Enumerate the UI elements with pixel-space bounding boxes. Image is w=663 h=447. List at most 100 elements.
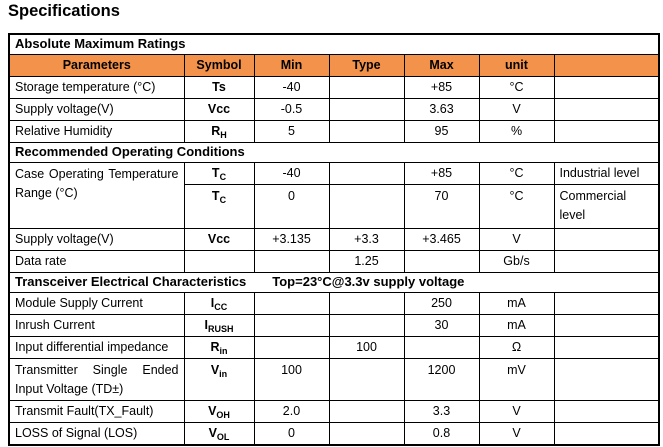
note-cell: [553, 313, 660, 337]
symbol-subscript: C: [219, 194, 227, 205]
column-header-notes: [553, 53, 660, 77]
type-cell: 1.25: [328, 249, 405, 273]
note-line2: level: [559, 207, 586, 222]
symbol-cell: VOL: [183, 421, 255, 446]
symbol-cell: [183, 249, 255, 273]
column-header-type: Type: [328, 53, 405, 77]
min-cell: [253, 335, 330, 359]
table-row: Module Supply Current ICC 250 mA: [8, 291, 660, 315]
note-line1: Commercial: [559, 188, 627, 203]
max-cell: 250: [403, 291, 480, 315]
min-cell: [253, 291, 330, 315]
table-row: Relative Humidity RH 5 95 %: [8, 119, 660, 143]
max-cell: 3.3: [403, 399, 480, 423]
type-cell: [328, 399, 405, 423]
unit-cell: %: [478, 119, 555, 143]
table-row: LOSS of Signal (LOS) VOL 0 0.8 V: [8, 421, 660, 446]
note-cell: [553, 399, 660, 423]
max-cell: 1200: [403, 357, 480, 401]
note-cell: Commercial level: [553, 183, 660, 229]
column-header-max: Max: [403, 53, 480, 77]
table-row: Data rate 1.25 Gb/s: [8, 249, 660, 273]
min-cell: [253, 313, 330, 337]
unit-cell: mA: [478, 313, 555, 337]
specifications-table: Absolute Maximum Ratings Parameters Symb…: [8, 33, 661, 446]
symbol-base: T: [211, 188, 220, 203]
unit-cell: °C: [478, 183, 555, 229]
param-cell: Case Operating Temperature Range (°C): [8, 161, 185, 229]
section-row-absolute-maximum-ratings: Absolute Maximum Ratings: [8, 33, 660, 55]
unit-cell: °C: [478, 161, 555, 185]
type-cell: [328, 183, 405, 229]
type-cell: 100: [328, 335, 405, 359]
param-cell: Supply voltage(V): [8, 227, 185, 251]
min-cell: -40: [253, 75, 330, 99]
min-cell: 5: [253, 119, 330, 143]
symbol-base: V: [208, 425, 217, 440]
symbol-cell: TC: [183, 183, 255, 229]
symbol-base: V: [210, 362, 220, 377]
note-cell: [553, 75, 660, 99]
column-header-symbol: Symbol: [183, 53, 255, 77]
section-title: Recommended Operating Conditions: [8, 141, 660, 163]
param-cell: Input differential impedance: [8, 335, 185, 359]
symbol-cell: Rin: [183, 335, 255, 359]
max-cell: [403, 249, 480, 273]
column-header-unit: unit: [478, 53, 555, 77]
param-line2: Input Voltage (TD±): [15, 381, 124, 396]
symbol-base: V: [208, 404, 217, 419]
min-cell: -40: [253, 161, 330, 185]
table-row: TC 0 70 °C Commercial level: [9, 183, 660, 229]
type-cell: [328, 421, 405, 446]
symbol-cell: RH: [183, 119, 255, 143]
symbol-cell: Vcc: [183, 227, 255, 251]
min-cell: [253, 249, 330, 273]
symbol-base: T: [211, 166, 220, 181]
type-cell: [328, 75, 405, 99]
table-row: Transmit Fault(TX_Fault) VOH 2.0 3.3 V: [8, 399, 660, 423]
table-row: Inrush Current IRUSH 30 mA: [8, 313, 660, 337]
param-cell: LOSS of Signal (LOS): [8, 421, 185, 446]
param-cell: Supply voltage(V): [8, 97, 185, 121]
max-cell: 70: [403, 183, 480, 229]
note-cell: [553, 119, 660, 143]
symbol-base: Vcc: [207, 102, 231, 117]
symbol-subscript: OL: [216, 431, 230, 442]
type-cell: +3.3: [328, 227, 405, 251]
section-title-text: Transceiver Electrical Characteristics: [15, 273, 247, 289]
table-row: Transmitter Single Ended Input Voltage (…: [8, 357, 660, 401]
symbol-base: R: [211, 124, 221, 139]
symbol-base: Vcc: [207, 232, 231, 247]
symbol-cell: TC: [183, 161, 255, 185]
section-row-recommended-operating-conditions: Recommended Operating Conditions: [8, 141, 660, 163]
type-cell: [328, 291, 405, 315]
symbol-base: Ts: [212, 80, 226, 95]
symbol-cell: VOH: [183, 399, 255, 423]
param-cell: Transmitter Single Ended Input Voltage (…: [8, 357, 185, 401]
symbol-base: R: [210, 340, 220, 355]
max-cell: 30: [403, 313, 480, 337]
note-cell: [553, 291, 660, 315]
section-title: Absolute Maximum Ratings: [8, 33, 660, 55]
unit-cell: mV: [478, 357, 555, 401]
table-row: Case Operating Temperature Range (°C) TC…: [8, 161, 660, 229]
max-cell: +3.465: [403, 227, 480, 251]
min-cell: 0: [253, 183, 330, 229]
max-cell: 95: [403, 119, 480, 143]
unit-cell: V: [478, 421, 555, 446]
unit-cell: °C: [478, 75, 555, 99]
column-header-row: Parameters Symbol Min Type Max unit: [8, 53, 660, 77]
symbol-subscript: OH: [216, 410, 230, 421]
symbol-cell: Vcc: [183, 97, 255, 121]
symbol-cell: ICC: [183, 291, 255, 315]
max-cell: +85: [403, 161, 480, 185]
unit-cell: Ω: [478, 335, 555, 359]
column-header-min: Min: [253, 53, 330, 77]
param-cell: Transmit Fault(TX_Fault): [8, 399, 185, 423]
min-cell: 0: [253, 421, 330, 446]
symbol-base: I: [204, 318, 208, 333]
min-cell: 100: [253, 357, 330, 401]
note-cell: [553, 357, 660, 401]
unit-cell: V: [478, 97, 555, 121]
